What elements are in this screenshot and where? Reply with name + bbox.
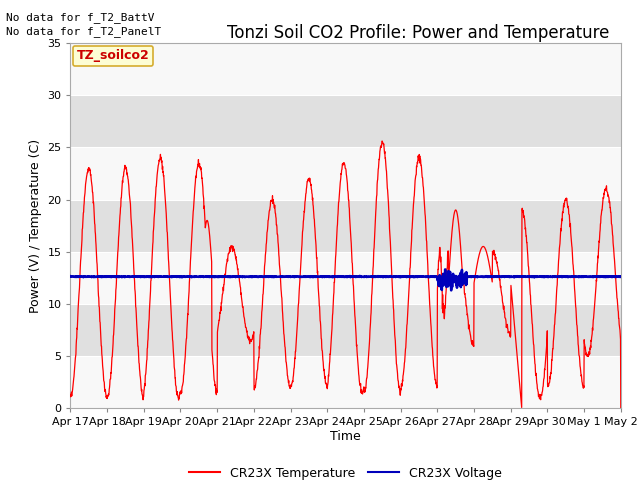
Bar — [70, 147, 621, 200]
Text: No data for f_T2_BattV: No data for f_T2_BattV — [6, 12, 155, 23]
Y-axis label: Power (V) / Temperature (C): Power (V) / Temperature (C) — [29, 139, 42, 312]
Bar — [70, 96, 621, 147]
Bar — [70, 356, 621, 408]
Bar — [70, 200, 621, 252]
Bar — [70, 252, 621, 304]
Text: Tonzi Soil CO2 Profile: Power and Temperature: Tonzi Soil CO2 Profile: Power and Temper… — [227, 24, 610, 42]
X-axis label: Time: Time — [330, 430, 361, 443]
Legend: CR23X Temperature, CR23X Voltage: CR23X Temperature, CR23X Voltage — [184, 462, 507, 480]
Text: No data for f_T2_PanelT: No data for f_T2_PanelT — [6, 26, 162, 37]
Bar — [70, 43, 621, 96]
Bar — [70, 304, 621, 356]
